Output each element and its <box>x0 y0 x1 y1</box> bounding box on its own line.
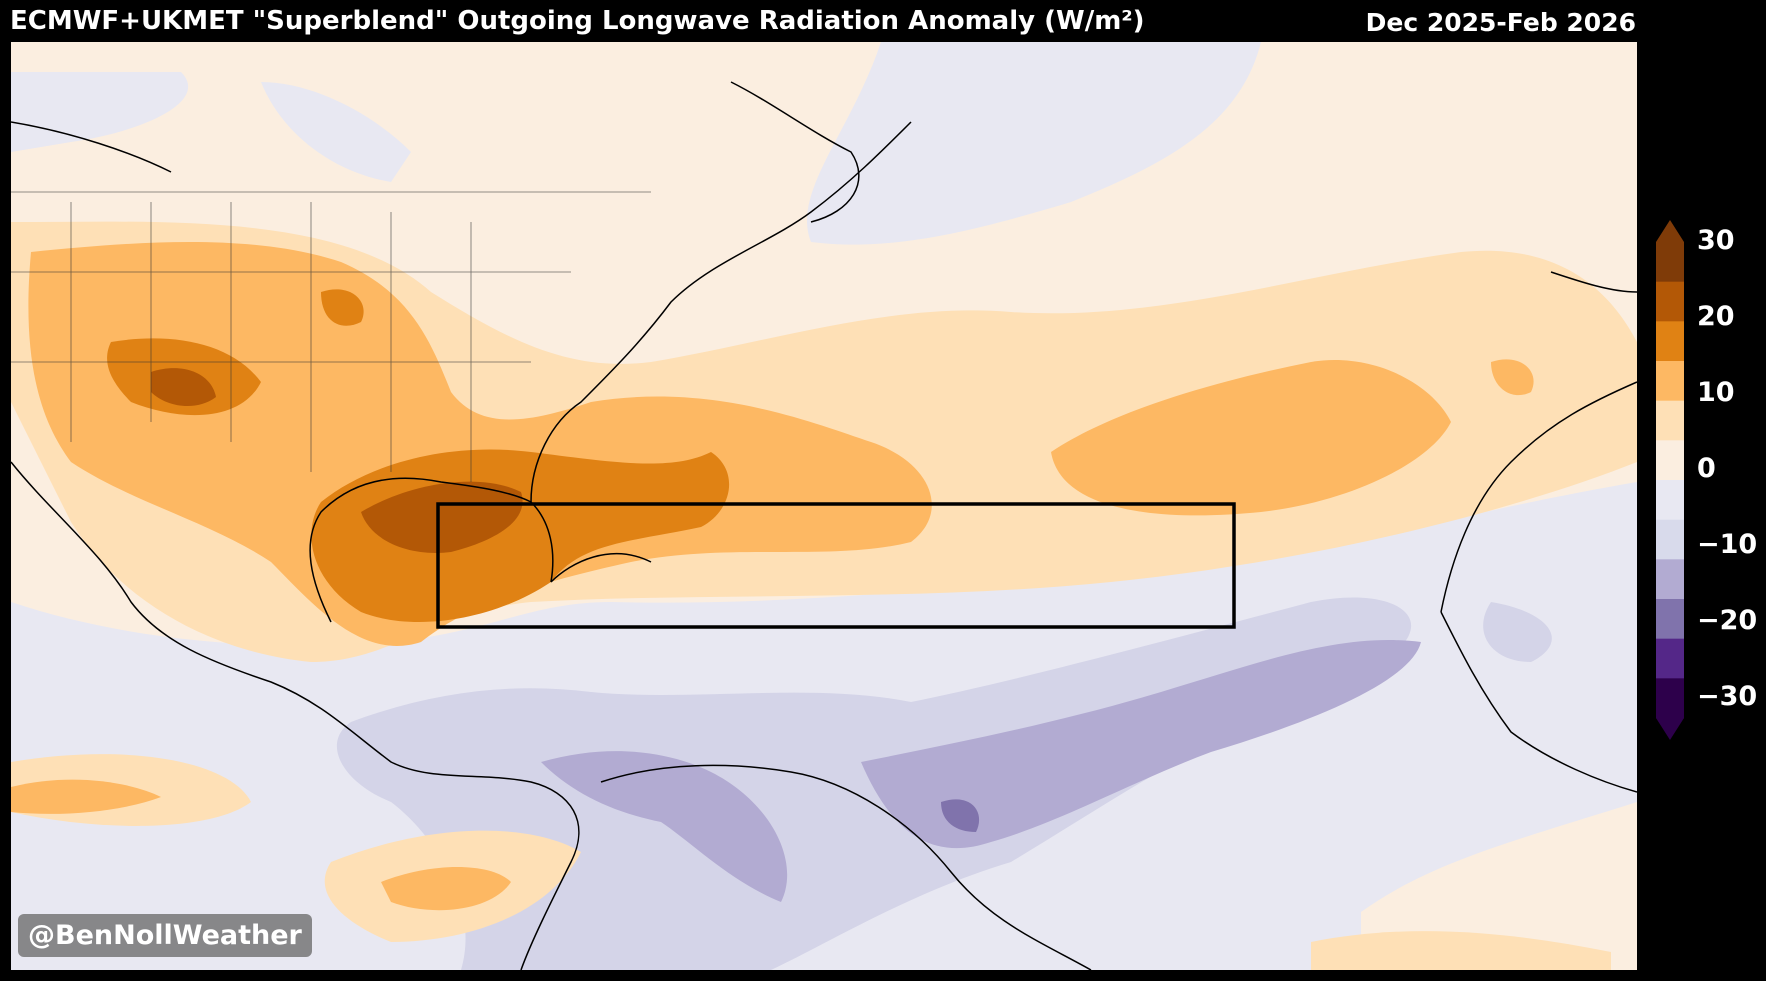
colorbar-cell <box>1656 361 1684 402</box>
map-title: ECMWF+UKMET "Superblend" Outgoing Longwa… <box>10 6 1145 36</box>
colorbar-cell <box>1656 440 1684 481</box>
highlight-box <box>436 502 1236 629</box>
state-borders <box>11 191 651 482</box>
coastlines <box>11 81 1637 970</box>
colorbar-cell <box>1656 519 1684 560</box>
colorbar-cell <box>1656 638 1684 679</box>
positive-medium-region <box>11 242 1534 911</box>
colorbar-label-neg10: −10 <box>1697 529 1758 560</box>
colorbar-label-10: 10 <box>1697 377 1735 408</box>
colorbar-cell <box>1656 321 1684 362</box>
colorbar-cell <box>1656 559 1684 600</box>
colorbar-cell <box>1656 480 1684 521</box>
map-canvas <box>11 42 1637 970</box>
colorbar-cells <box>1656 242 1684 719</box>
negative-strong-region <box>541 640 1421 902</box>
colorbar-cell <box>1656 599 1684 640</box>
colorbar-label-20: 20 <box>1697 301 1735 332</box>
positive-max-region <box>151 368 523 553</box>
period-label: Dec 2025-Feb 2026 <box>1365 8 1636 37</box>
colorbar-bottom-arrow <box>1656 718 1684 740</box>
colorbar-label-neg30: −30 <box>1697 681 1758 712</box>
colorbar-swatches <box>1656 220 1684 740</box>
watermark-label: @BenNollWeather <box>18 914 312 957</box>
colorbar-label-30: 30 <box>1697 225 1735 256</box>
colorbar-label-neg20: −20 <box>1697 605 1758 636</box>
colorbar-cell <box>1656 678 1684 719</box>
colorbar-cell <box>1656 400 1684 441</box>
colorbar-cell <box>1656 242 1684 283</box>
colorbar: 30 20 10 0 −10 −20 −30 <box>1650 220 1766 800</box>
colorbar-cell <box>1656 281 1684 322</box>
anomaly-map <box>11 42 1637 970</box>
colorbar-label-0: 0 <box>1697 453 1716 484</box>
colorbar-top-arrow <box>1656 220 1684 242</box>
